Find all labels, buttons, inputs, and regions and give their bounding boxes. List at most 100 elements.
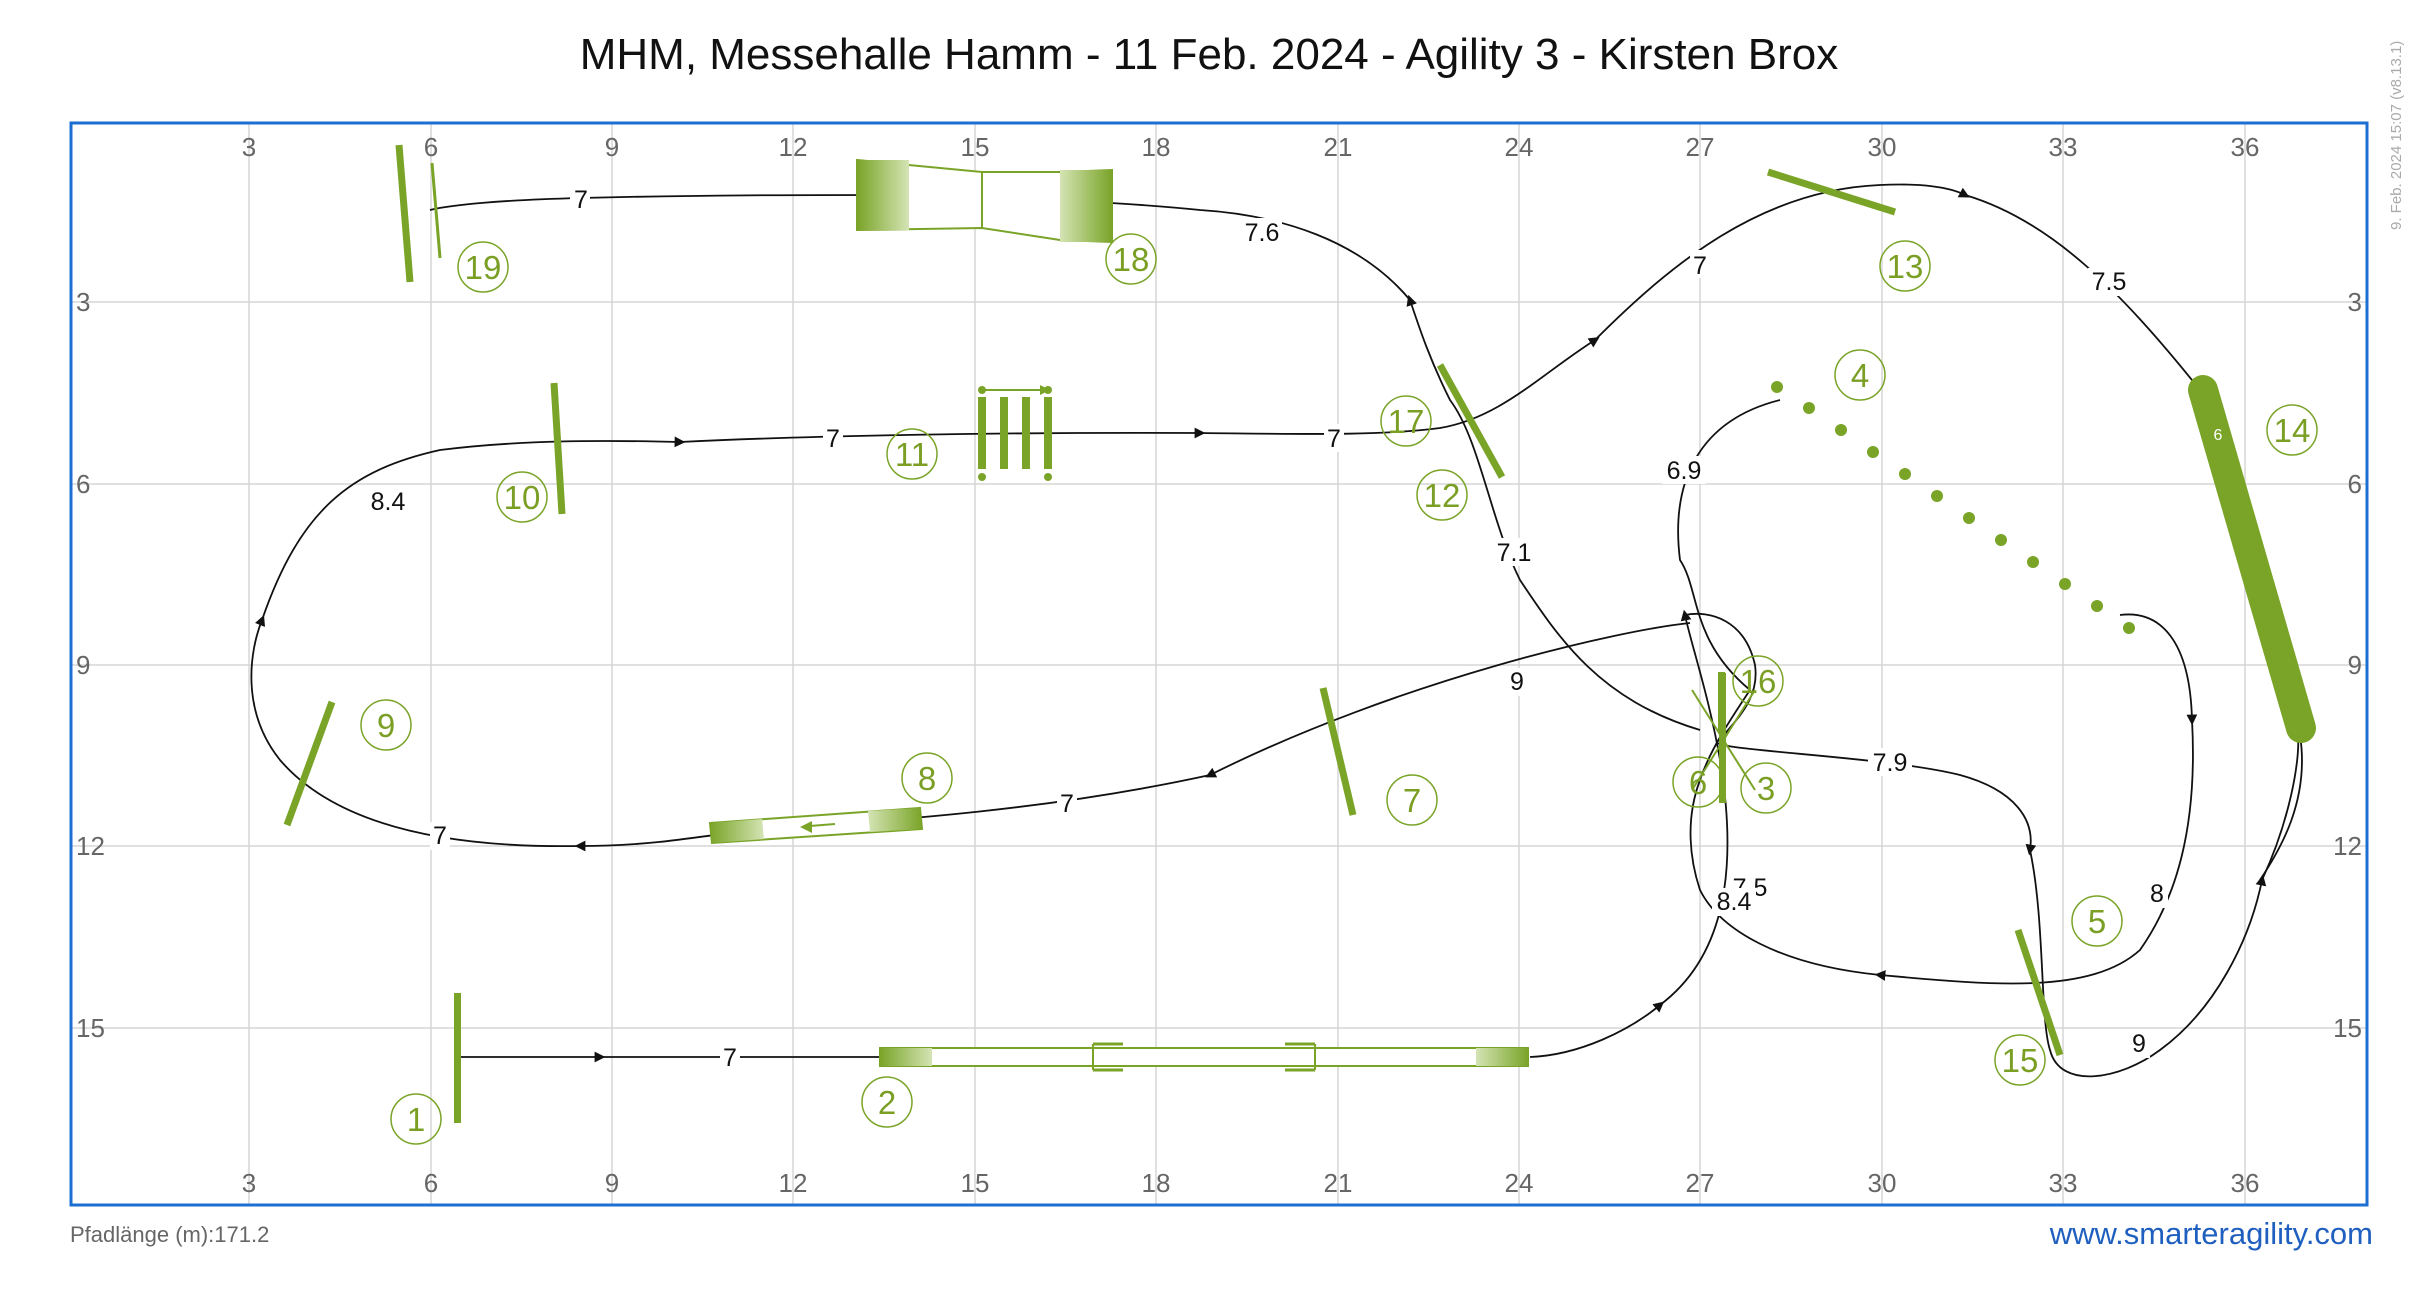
- website-link[interactable]: www.smarteragility.com: [2049, 1216, 2373, 1251]
- path-segment: [2029, 849, 2267, 1078]
- path-segment: [250, 614, 581, 848]
- y-tick: 15: [2333, 1013, 2362, 1043]
- path-segment: [2119, 613, 2198, 726]
- obstacle-number-5: 5: [2071, 895, 2123, 947]
- svg-text:17: 17: [1388, 403, 1425, 440]
- distance-label: 8.4: [371, 488, 406, 516]
- jump-16: [1718, 672, 1725, 732]
- x-tick: 15: [961, 1168, 990, 1198]
- obstacle-number-6: 6: [1672, 756, 1724, 808]
- x-tick: 9: [605, 1168, 619, 1198]
- path-segment: [1689, 689, 1881, 976]
- x-tick: 33: [2049, 132, 2078, 162]
- grid: [71, 123, 2367, 1205]
- path-segment: [261, 436, 686, 621]
- path-segment: [1716, 739, 2037, 856]
- path-segment: [2261, 735, 2300, 881]
- x-tick: 21: [1324, 132, 1353, 162]
- distance-labels: 7 7 7.6 7 7.5 7 7 8.4 6.9 7.1 9 7 7 7.9 …: [366, 186, 2168, 1072]
- y-tick: 9: [76, 650, 90, 680]
- path-segment: [1199, 337, 1600, 435]
- x-tick: 24: [1505, 132, 1534, 162]
- distance-label: 7: [1060, 790, 1074, 818]
- distance-label: 7: [574, 186, 588, 214]
- jump-1: [454, 993, 461, 1123]
- distance-label: 7.5: [2092, 268, 2127, 296]
- svg-text:7: 7: [1403, 782, 1421, 819]
- x-tick: 27: [1686, 132, 1715, 162]
- path-segment: [1529, 1001, 1665, 1058]
- weave-4: [1771, 381, 2135, 634]
- y-tick: 6: [2348, 469, 2362, 499]
- x-tick: 30: [1868, 132, 1897, 162]
- svg-text:9: 9: [377, 707, 395, 744]
- svg-text:5: 5: [2088, 903, 2106, 940]
- obstacle-number-10: 10: [496, 471, 548, 523]
- distance-label: 7.1: [1497, 539, 1532, 567]
- distance-label: 7: [826, 425, 840, 453]
- x-tick: 12: [779, 132, 808, 162]
- aframe-8: [708, 806, 924, 845]
- x-tick: 3: [242, 1168, 256, 1198]
- svg-text:16: 16: [1740, 663, 1777, 700]
- obstacle-number-14: 14: [2266, 404, 2318, 456]
- path-segment: [1594, 183, 1970, 341]
- x-tick: 18: [1142, 132, 1171, 162]
- svg-text:2: 2: [878, 1084, 896, 1121]
- x-tick: 36: [2231, 1168, 2260, 1198]
- x-tick: 9: [605, 132, 619, 162]
- path-segment: [679, 427, 1206, 443]
- svg-text:10: 10: [504, 479, 541, 516]
- y-tick: 9: [2348, 650, 2362, 680]
- path-segment: [1677, 399, 1781, 691]
- y-tick: 12: [76, 831, 105, 861]
- y-ticks-left: 3 6 9 12 15: [76, 287, 105, 1043]
- svg-text:6: 6: [1689, 764, 1707, 801]
- path-segment: [1205, 622, 1691, 778]
- y-tick: 3: [2348, 287, 2362, 317]
- svg-text:4: 4: [1851, 357, 1869, 394]
- obstacle-number-1: 1: [390, 1093, 442, 1145]
- path-segment: [1659, 609, 1729, 1006]
- y-tick: 3: [76, 287, 90, 317]
- path-segment: [429, 194, 901, 211]
- obstacle-number-3: 3: [1740, 762, 1792, 814]
- distance-label: 7.6: [1245, 219, 1280, 247]
- course-title: MHM, Messehalle Hamm - 11 Feb. 2024 - Ag…: [579, 30, 1839, 79]
- obstacle-number-4: 4: [1834, 349, 1886, 401]
- obstacle-number-9: 9: [360, 699, 412, 751]
- path-segment: [1964, 194, 2201, 391]
- ring-frame: [69, 121, 2369, 1207]
- x-tick: 30: [1868, 1168, 1897, 1198]
- obstacle-number-18: 18: [1105, 233, 1157, 285]
- jump-5-15: [2014, 928, 2064, 1057]
- path-segment: [1406, 294, 1701, 731]
- distance-label: 7: [1327, 425, 1341, 453]
- jump-9: [283, 700, 336, 827]
- path-segment: [2259, 734, 2303, 881]
- svg-text:13: 13: [1887, 248, 1924, 285]
- x-tick: 6: [424, 132, 438, 162]
- y-tick: 6: [76, 469, 90, 499]
- jump-12-17: [1436, 363, 1506, 479]
- svg-text:3: 3: [1757, 770, 1775, 807]
- obstacle-number-12: 12: [1416, 469, 1468, 521]
- x-tick: 21: [1324, 1168, 1353, 1198]
- svg-text:14: 14: [2274, 412, 2311, 449]
- x-tick: 36: [2231, 132, 2260, 162]
- distance-label: 8: [2150, 880, 2164, 908]
- distance-label: 8.4: [1717, 888, 1752, 916]
- obstacle-number-8: 8: [901, 752, 953, 804]
- x-ticks-bottom: 3 6 9 12 15 18 21 24 27 30 33 36: [242, 1168, 2260, 1198]
- obstacle-numbers: 1 2 3 4 5 6 7 8 9 10 11 12 13 14 15 16 1…: [360, 233, 2318, 1145]
- x-tick: 3: [242, 132, 256, 162]
- x-tick: 6: [424, 1168, 438, 1198]
- x-tick: 33: [2049, 1168, 2078, 1198]
- obstacle-number-16: 16: [1732, 655, 1784, 707]
- distance-label: 7: [433, 822, 447, 850]
- course-path: [250, 183, 2303, 1078]
- version-stamp: 9. Feb. 2024 15:07 (v8.13.1): [2388, 40, 2405, 230]
- jump-19: [395, 144, 414, 283]
- obstacle-number-2: 2: [861, 1076, 913, 1128]
- distance-label: 7: [1693, 252, 1707, 280]
